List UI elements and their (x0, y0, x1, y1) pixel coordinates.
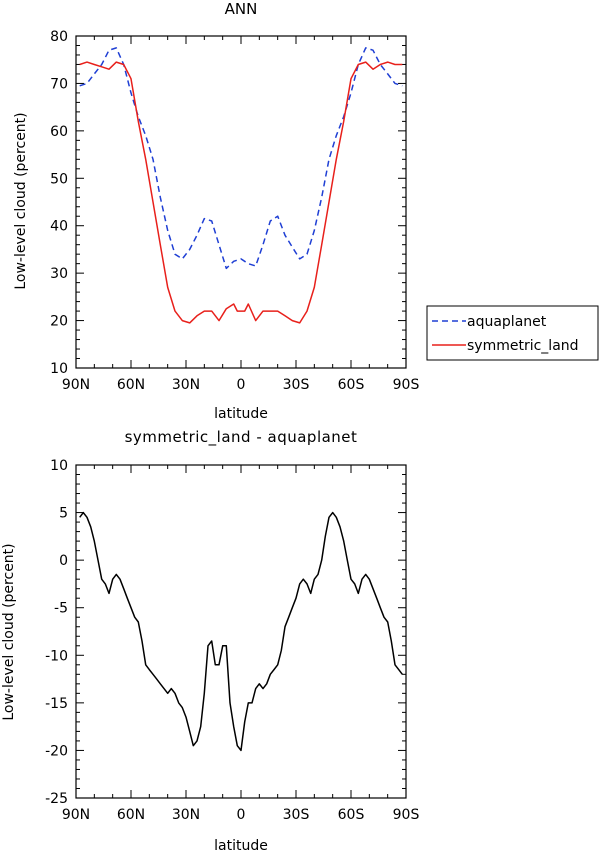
bottom-series-line-difference (79, 511, 403, 752)
legend-label-aquaplanet: aquaplanet (467, 314, 547, 330)
bottom-xtick-label: 0 (237, 807, 246, 823)
bottom-xtick-label: 30N (172, 807, 200, 823)
bottom-axes: -25 -20 -15 -10 -5 0 5 10 90N 60N 30N 0 30S 60S 90S (45, 458, 419, 823)
bottom-series-group (79, 511, 403, 752)
top-title: ANN (225, 0, 258, 18)
bottom-xtick-label: 30S (283, 807, 310, 823)
bottom-plot-frame (75, 464, 407, 799)
top-ytick-label: 50 (50, 171, 68, 187)
bottom-ytick-label: -5 (54, 601, 68, 617)
bottom-xtick-label: 60S (338, 807, 365, 823)
bottom-ytick-label: -25 (45, 791, 68, 807)
bottom-ytick-label: 0 (59, 553, 68, 569)
top-xtick-label: 90N (62, 377, 90, 393)
legend-label-symmetric-land: symmetric_land (467, 338, 579, 354)
legend-box (426, 305, 599, 361)
panel-bottom: symmetric_land - aquaplanet Low-level cl… (1, 428, 419, 851)
top-ytick-label: 40 (50, 219, 68, 235)
top-ytick-label: 70 (50, 76, 68, 92)
panel-top: ANN Low-level cloud (percent) latitude 1… (13, 0, 419, 422)
bottom-ytick-label: 5 (59, 506, 68, 522)
top-ylabel: Low-level cloud (percent) (13, 112, 29, 289)
top-xlabel: latitude (214, 406, 268, 422)
top-ytick-label: 30 (50, 266, 68, 282)
bottom-ytick-label: 10 (50, 458, 68, 474)
bottom-ylabel: Low-level cloud (percent) (1, 543, 17, 720)
top-ytick-label: 80 (50, 29, 68, 45)
top-series-group (79, 47, 403, 324)
top-plot-frame (75, 35, 407, 369)
top-xtick-label: 0 (237, 377, 246, 393)
bottom-xtick-label: 90N (62, 807, 90, 823)
top-series-line-symmetric-land (79, 61, 403, 324)
top-ytick-label: 20 (50, 314, 68, 330)
top-series-line-aquaplanet (79, 47, 403, 270)
top-ytick-label: 60 (50, 124, 68, 140)
top-xtick-label: 60N (117, 377, 145, 393)
bottom-xtick-label: 90S (393, 807, 420, 823)
top-xtick-label: 90S (393, 377, 420, 393)
legend: aquaplanet symmetric_land (426, 305, 599, 361)
bottom-xtick-label: 60N (117, 807, 145, 823)
top-xtick-label: 30N (172, 377, 200, 393)
top-ytick-label: 10 (50, 361, 68, 377)
top-axes: 10 20 30 40 50 60 70 80 90N 60N 30N 0 30S 60S 90S (50, 29, 419, 393)
bottom-ytick-label: -10 (45, 648, 68, 664)
top-xtick-label: 60S (338, 377, 365, 393)
bottom-ytick-label: -15 (45, 696, 68, 712)
bottom-ytick-label: -20 (45, 743, 68, 759)
bottom-title: symmetric_land - aquaplanet (125, 428, 358, 447)
bottom-xlabel: latitude (214, 838, 268, 851)
top-xtick-label: 30S (283, 377, 310, 393)
